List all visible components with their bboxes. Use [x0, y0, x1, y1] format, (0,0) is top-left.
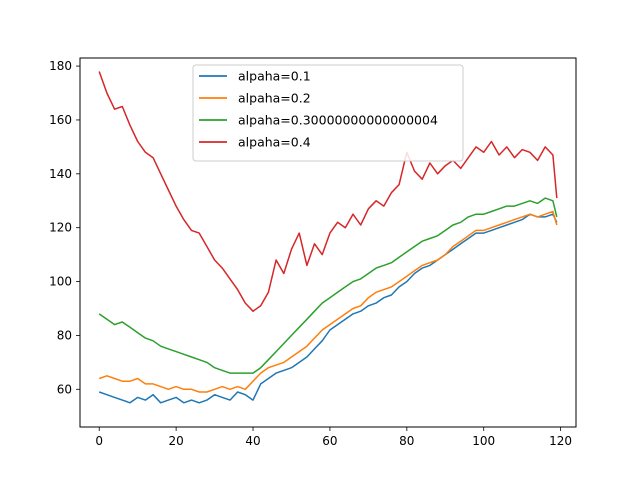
y-tick-label: 160: [49, 113, 72, 127]
x-tick-label: 80: [399, 434, 414, 448]
legend-box: [192, 64, 464, 162]
y-tick-label: 140: [49, 167, 72, 181]
y-tick-label: 100: [49, 275, 72, 289]
legend-label-1: alpaha=0.1: [238, 69, 311, 84]
y-tick-label: 180: [49, 59, 72, 73]
y-tick-label: 80: [57, 328, 72, 342]
legend: alpaha=0.1 alpaha=0.2 alpaha=0.30000000000…: [192, 64, 464, 162]
series-line-1: [98, 213, 558, 404]
legend-label-2: alpaha=0.2: [238, 91, 311, 106]
y-axis: 60 80 100 120 140 160 180: [49, 59, 80, 396]
x-tick-label: 0: [95, 434, 103, 448]
x-tick-label: 100: [472, 434, 495, 448]
series-line-3: [98, 197, 558, 374]
legend-label-3: alpaha=0.30000000000000004: [238, 113, 438, 128]
series-line-2: [98, 210, 558, 393]
x-tick-label: 60: [322, 434, 337, 448]
series-layer: [98, 71, 558, 404]
x-tick-label: 40: [245, 434, 260, 448]
y-tick-label: 60: [57, 382, 72, 396]
x-tick-label: 20: [168, 434, 183, 448]
x-tick-label: 120: [549, 434, 572, 448]
x-axis: 0 20 40 60 80 100 120: [95, 427, 572, 448]
series-line-4: [98, 71, 558, 312]
legend-label-4: alpaha=0.4: [238, 135, 311, 150]
y-tick-label: 120: [49, 221, 72, 235]
